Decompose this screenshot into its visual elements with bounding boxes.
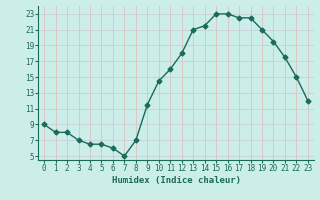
- X-axis label: Humidex (Indice chaleur): Humidex (Indice chaleur): [111, 176, 241, 185]
